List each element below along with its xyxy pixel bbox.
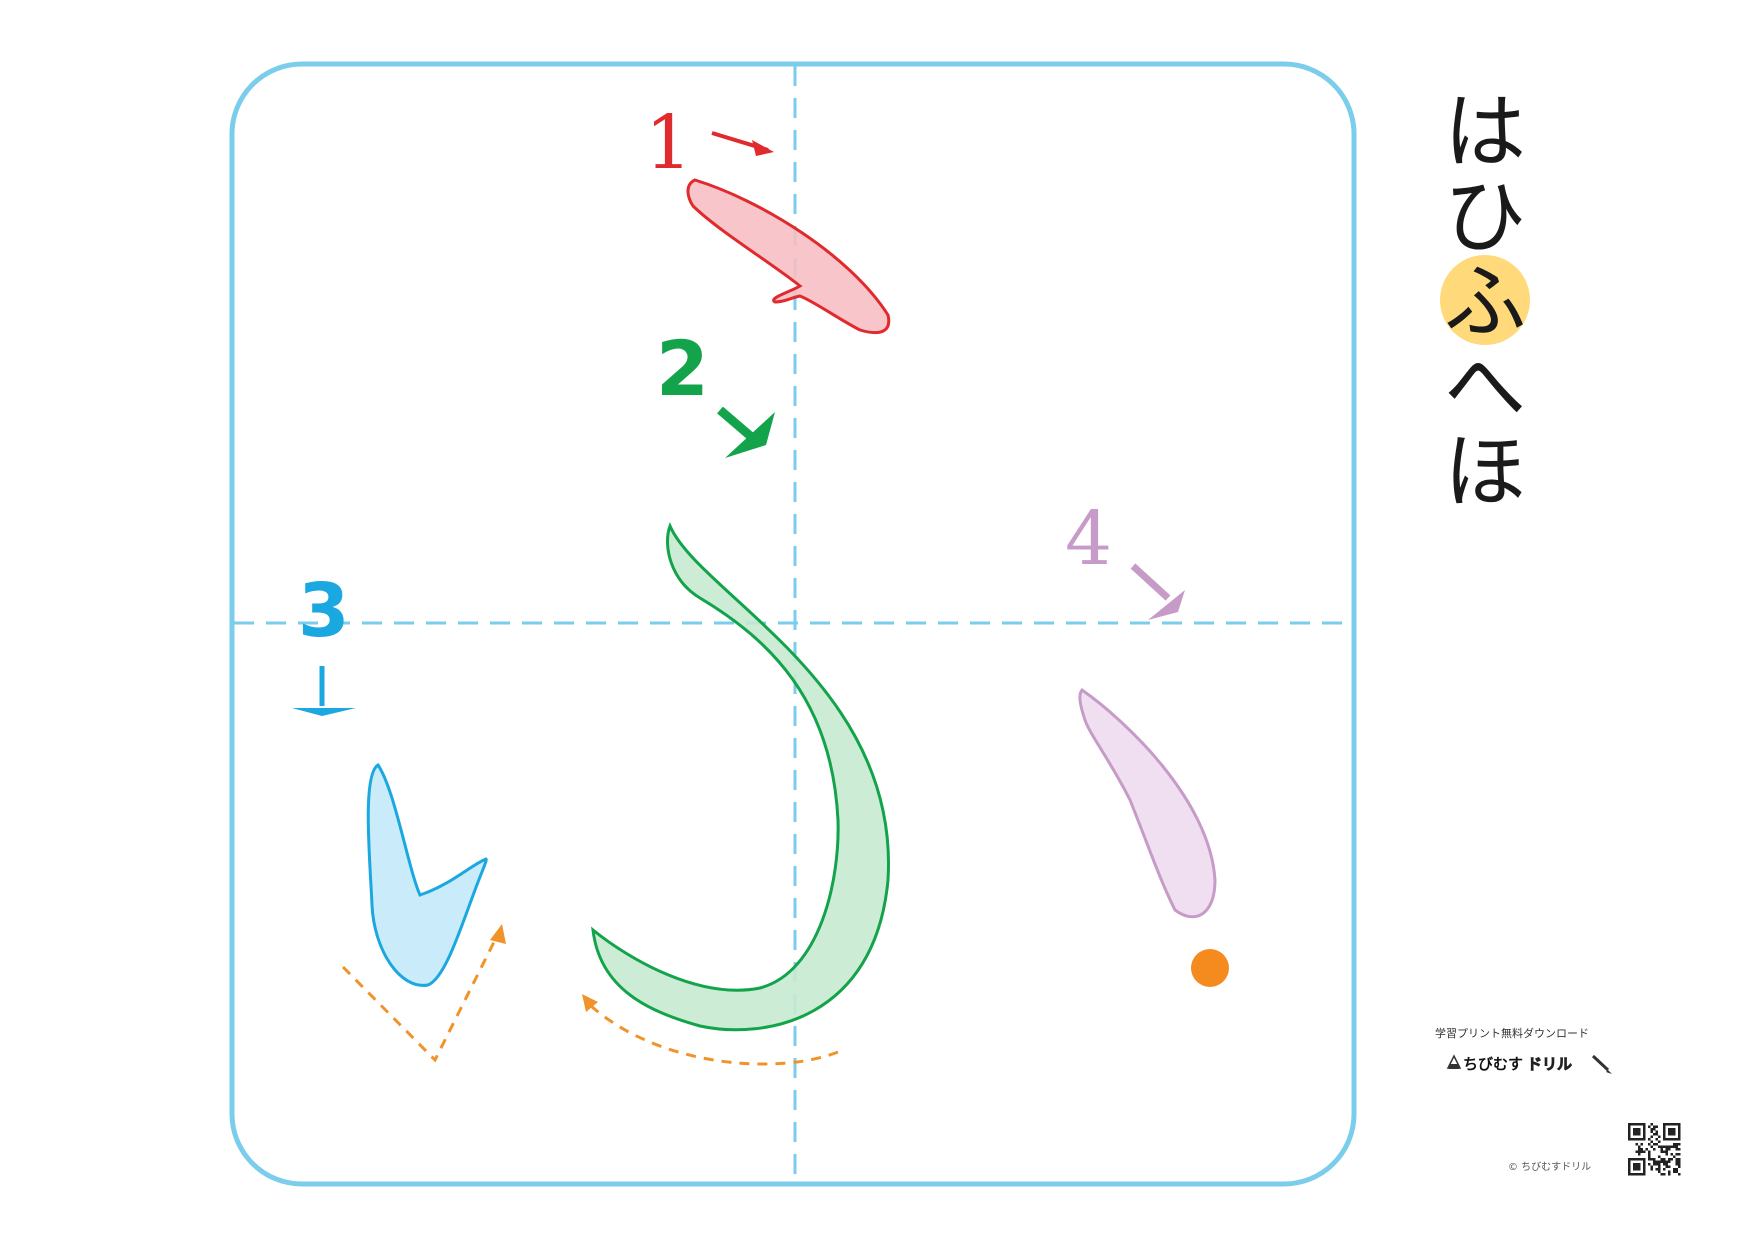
stroke-3-direction-arrow (292, 666, 356, 716)
transition-arrowhead-1 (490, 924, 506, 944)
transition-arrow-stroke-3-to-2 (341, 929, 502, 1063)
pencil-icon (1591, 1054, 1612, 1074)
brand-name-main: ちびむす (1463, 1055, 1523, 1073)
stroke-3-shape (366, 762, 488, 987)
stroke-2-direction-arrow (717, 406, 775, 458)
stroke-4-shape (1078, 687, 1217, 919)
brand-tagline: 学習プリント無料ダウンロード (1435, 1026, 1589, 1040)
transition-arrowhead-2 (582, 994, 598, 1012)
row-char-1: は (1444, 85, 1526, 180)
stroke-1-number: 1 (645, 100, 692, 186)
row-char-4: へ (1444, 340, 1526, 435)
qr-code-icon (1628, 1123, 1681, 1176)
copyright-text: © ちびむすドリル (1508, 1161, 1591, 1173)
brand-name-accent: ドリル (1527, 1055, 1572, 1073)
stroke-2-number: 2 (656, 324, 709, 413)
highlight-circle (1440, 255, 1530, 345)
stroke-4-direction-arrow (1130, 563, 1185, 620)
practice-frame (229, 61, 1357, 1187)
row-char-2: ひ (1444, 170, 1526, 265)
stroke-2-shape (591, 521, 890, 1032)
transition-arrow-stroke-2-to-3 (588, 1003, 839, 1066)
end-dot (1191, 949, 1229, 987)
row-char-5: ほ (1444, 425, 1526, 520)
onigiri-mascot-icon (1446, 1054, 1462, 1069)
stroke-4-number: 4 (1065, 496, 1112, 582)
stroke-1-direction-arrow (711, 131, 774, 156)
stroke-3-number: 3 (298, 568, 350, 654)
row-char-3: ふ (1444, 255, 1526, 350)
stroke-1-shape (686, 178, 891, 335)
